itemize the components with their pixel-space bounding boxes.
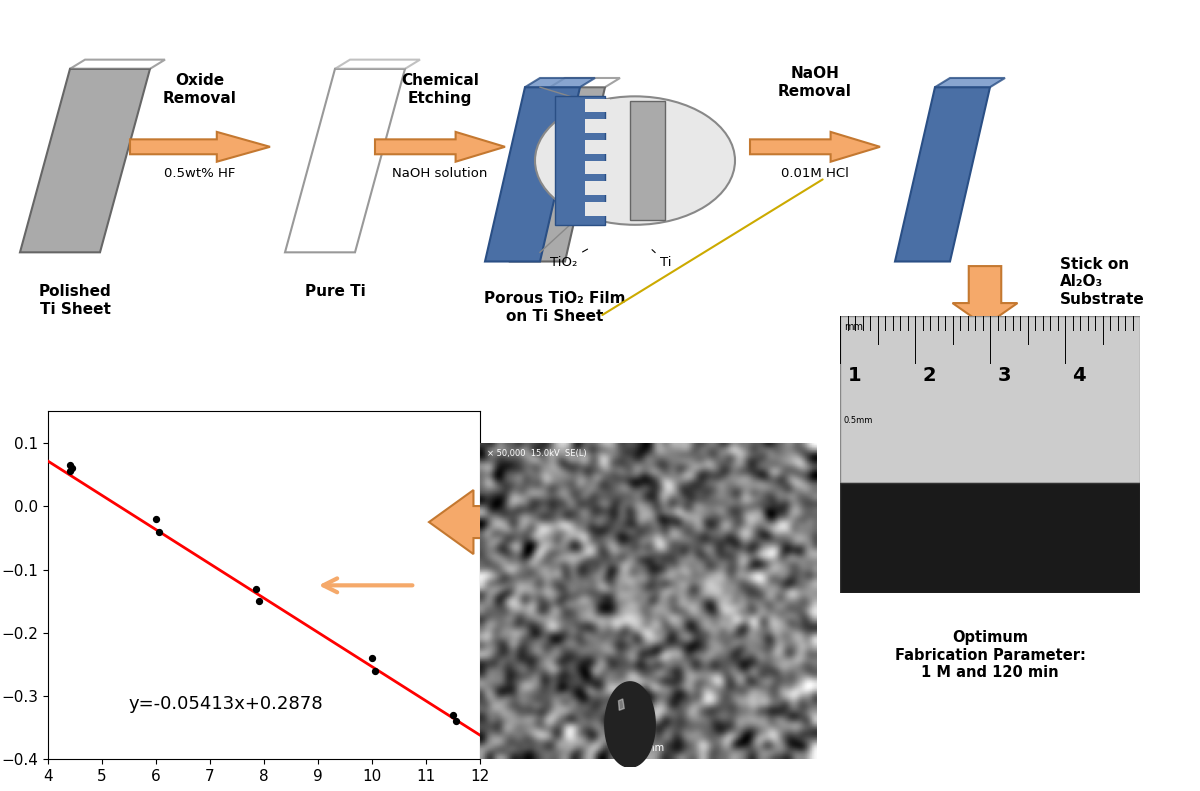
Polygon shape bbox=[430, 490, 546, 554]
Text: 0.5mm: 0.5mm bbox=[844, 415, 874, 425]
Text: NaOH solution: NaOH solution bbox=[392, 168, 487, 180]
Polygon shape bbox=[895, 87, 990, 262]
Text: TiO₂: TiO₂ bbox=[550, 249, 588, 269]
Bar bbox=[586, 181, 610, 195]
Text: Chemical
Etching: Chemical Etching bbox=[401, 73, 479, 105]
Text: Pure Ti: Pure Ti bbox=[305, 285, 365, 300]
Text: Polished
Ti Sheet: Polished Ti Sheet bbox=[38, 285, 112, 317]
Polygon shape bbox=[550, 78, 620, 87]
Bar bbox=[630, 101, 665, 220]
Bar bbox=[554, 97, 605, 225]
Text: Stick on
Al₂O₃
Substrate: Stick on Al₂O₃ Substrate bbox=[1060, 257, 1145, 307]
Bar bbox=[586, 161, 610, 174]
Polygon shape bbox=[374, 132, 505, 161]
Polygon shape bbox=[510, 87, 605, 262]
Text: 4: 4 bbox=[1073, 366, 1086, 385]
Polygon shape bbox=[286, 69, 406, 252]
Text: 2: 2 bbox=[923, 366, 936, 385]
Point bbox=[250, 595, 269, 607]
Point bbox=[60, 459, 79, 471]
Text: NaOH
Removal: NaOH Removal bbox=[778, 66, 852, 99]
Bar bbox=[840, 483, 1140, 593]
Polygon shape bbox=[485, 87, 580, 262]
Text: y=-0.05413x+0.2878: y=-0.05413x+0.2878 bbox=[128, 694, 324, 713]
Bar bbox=[586, 99, 610, 112]
Text: × 50,000  15.0kV  SE(L): × 50,000 15.0kV SE(L) bbox=[487, 449, 587, 458]
Polygon shape bbox=[70, 59, 166, 69]
Point bbox=[365, 664, 384, 677]
Text: 0.5wt% HF: 0.5wt% HF bbox=[164, 168, 235, 180]
Text: Ti: Ti bbox=[652, 250, 672, 269]
Bar bbox=[586, 202, 610, 216]
Polygon shape bbox=[953, 266, 1018, 326]
Bar bbox=[840, 316, 1140, 483]
Polygon shape bbox=[618, 699, 624, 710]
Polygon shape bbox=[935, 78, 1006, 87]
Polygon shape bbox=[335, 59, 420, 69]
Text: mm: mm bbox=[844, 322, 863, 332]
Point bbox=[446, 715, 466, 728]
Polygon shape bbox=[605, 682, 655, 767]
Text: Optimum
Fabrication Parameter:
1 M and 120 min: Optimum Fabrication Parameter: 1 M and 1… bbox=[894, 630, 1086, 680]
Polygon shape bbox=[130, 132, 270, 161]
X-axis label: pH: pH bbox=[248, 789, 280, 791]
Polygon shape bbox=[526, 78, 595, 87]
Point bbox=[146, 513, 166, 525]
Bar bbox=[586, 119, 610, 133]
Text: 3: 3 bbox=[997, 366, 1010, 385]
Text: 100nm: 100nm bbox=[631, 743, 665, 753]
Ellipse shape bbox=[535, 97, 734, 225]
Text: 0.01M HCl: 0.01M HCl bbox=[781, 168, 848, 180]
Bar bbox=[586, 140, 610, 153]
Text: Porous TiO₂ Film
on Ti Sheet: Porous TiO₂ Film on Ti Sheet bbox=[485, 291, 625, 324]
Polygon shape bbox=[20, 69, 150, 252]
Text: 1: 1 bbox=[847, 366, 862, 385]
Point bbox=[246, 582, 265, 595]
Point bbox=[443, 709, 462, 721]
Point bbox=[362, 652, 382, 664]
Text: Oxide
Removal: Oxide Removal bbox=[163, 73, 236, 105]
Point bbox=[60, 465, 79, 478]
Polygon shape bbox=[750, 132, 880, 161]
Point bbox=[149, 525, 168, 538]
Point bbox=[62, 462, 82, 475]
